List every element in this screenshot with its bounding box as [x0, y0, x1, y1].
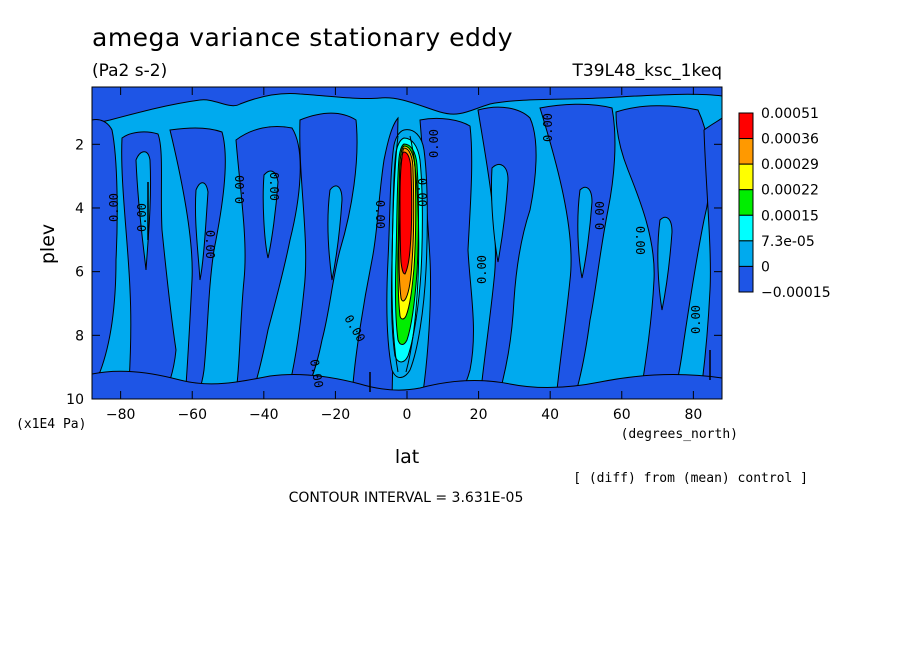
legend-level-label: −0.00015: [761, 285, 831, 301]
x-axis-label: lat: [395, 446, 419, 468]
inlay-4: [327, 185, 343, 281]
x-tick-label: −40: [249, 407, 279, 423]
legend-level-label: 0.00022: [761, 183, 819, 199]
legend-swatch: [738, 112, 754, 140]
x-tick-label: −80: [106, 407, 136, 423]
inlay-3: [262, 170, 279, 259]
small-details: [147, 182, 711, 392]
region-left-column: [92, 119, 118, 381]
chart-subtitle: (Pa2 s-2): [92, 61, 167, 81]
contour-label: 0.00: [373, 200, 387, 229]
legend-swatch: [738, 189, 754, 216]
inlay-6: [577, 186, 593, 279]
y-tick-label: 8: [75, 328, 84, 344]
eq-level-5: [399, 151, 413, 275]
legend-swatch: [738, 214, 754, 242]
y-axis: 2 4 6 8 10: [66, 137, 722, 408]
inlay-5: [490, 164, 509, 263]
diff-note: [ (diff) from (mean) control ]: [573, 471, 808, 486]
y-tick-label: 4: [75, 201, 84, 217]
y-axis-unit: (x1E4 Pa): [16, 417, 86, 432]
x-axis: −80 −60 −40 −20 0 20 40 60 80: [106, 87, 702, 423]
contour-label: 0.00: [541, 113, 555, 142]
legend-swatch: [738, 240, 754, 267]
legend-level-label: 0.00015: [761, 208, 819, 224]
x-tick-label: 40: [541, 407, 559, 423]
contour-label: 0.00: [689, 305, 703, 334]
contour-label: 0.00: [427, 129, 441, 158]
contour-label: 0.00: [203, 230, 217, 259]
contour-interval: CONTOUR INTERVAL = 3.631E-05: [289, 490, 524, 506]
region-pre-eq: [351, 116, 399, 399]
y-axis-label: plev: [37, 224, 59, 264]
region-bottom-band: [92, 370, 722, 399]
region-far-right: [699, 117, 722, 399]
legend-swatch: [738, 265, 754, 293]
chart-title: amega variance stationary eddy: [92, 23, 513, 52]
y-tick-label: 2: [75, 137, 84, 153]
experiment-label: T39L48_ksc_1keq: [572, 61, 722, 81]
contour-label: 0.00: [633, 226, 647, 255]
y-tick-label: 10: [66, 392, 84, 408]
x-tick-label: −60: [177, 407, 207, 423]
contour-label: 0.00: [415, 178, 429, 207]
legend-level-label: 0.00029: [761, 157, 819, 173]
legend-swatch: [738, 163, 754, 191]
contour-label: 0.00: [267, 172, 281, 201]
equatorial-maximum: [386, 129, 428, 378]
contour-label: 0.00: [135, 203, 149, 232]
positive-inlays: [135, 151, 673, 311]
region-right-2: [539, 103, 616, 399]
region-mid-left: [234, 126, 301, 399]
x-axis-unit: (degrees_north): [621, 427, 738, 442]
x-tick-label: 60: [613, 407, 631, 423]
x-tick-label: 80: [684, 407, 702, 423]
legend-level-label: 0.00036: [761, 132, 819, 148]
eq-isoline-1: [391, 135, 399, 373]
y-tick-label: 6: [75, 265, 84, 281]
contour-label: 0.00: [233, 175, 247, 204]
contour-label: 0.00: [593, 201, 607, 230]
region-left-3: [169, 127, 226, 399]
contour-label: 0.00: [307, 358, 326, 389]
x-tick-label: −20: [321, 407, 351, 423]
plot-area: 0.00 0.00 0.00 0.00 0.00 0.00 0.00 0.00 …: [92, 87, 722, 399]
region-top-band: [92, 87, 722, 125]
legend-swatch: [738, 138, 754, 165]
region-left-2: [121, 131, 177, 399]
eq-isoline-2: [405, 135, 420, 373]
region-eq-right: [419, 117, 474, 399]
legend-level-label: 7.3e-05: [761, 234, 815, 250]
legend-level-label: 0.00051: [761, 106, 819, 122]
colorbar-legend: 0.00051 0.00036 0.00029 0.00022 0.00015 7.3e-…: [738, 106, 831, 301]
legend-level-label: 0: [761, 259, 770, 275]
inlay-2: [194, 182, 209, 281]
x-tick-label: 0: [403, 407, 412, 423]
x-tick-label: 20: [470, 407, 488, 423]
contour-label: 0.00: [107, 193, 121, 222]
region-mid: [285, 112, 358, 399]
inlay-7: [657, 216, 673, 311]
contour-label: 0.00: [475, 255, 489, 284]
